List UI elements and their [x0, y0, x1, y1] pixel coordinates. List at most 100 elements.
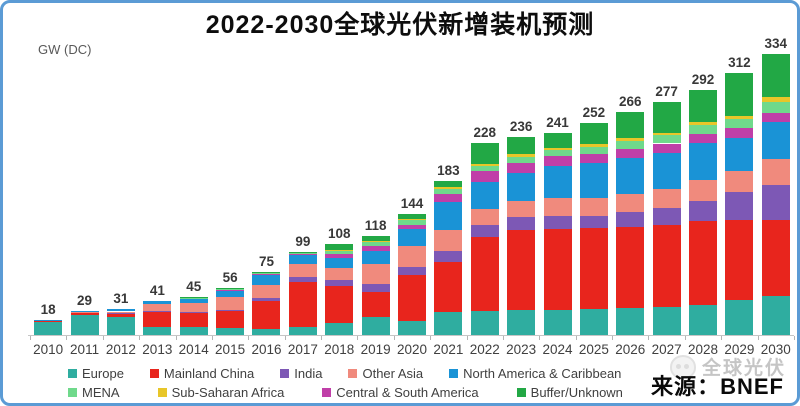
- bar-segment: [288, 326, 317, 335]
- bar-segment: [652, 135, 681, 144]
- year-label: 2016: [251, 342, 282, 357]
- bar-total-label: 18: [40, 301, 56, 317]
- bar-segment: [507, 154, 536, 157]
- bar-segment: [252, 285, 281, 299]
- bar-segment: [470, 310, 499, 335]
- legend-swatch-icon: [68, 388, 77, 397]
- bar-total-label: 312: [728, 54, 751, 70]
- legend-label: India: [294, 366, 323, 381]
- bar-segment: [470, 182, 499, 209]
- bar-segment: [179, 303, 208, 313]
- bar-segment: [434, 188, 463, 194]
- bar-segment: [70, 311, 99, 313]
- bar-total-label: 236: [509, 118, 533, 134]
- bar-total-label: 75: [258, 254, 274, 269]
- bar-segment: [761, 159, 790, 185]
- bar-segment: [543, 215, 572, 230]
- year-label: 2021: [433, 342, 464, 357]
- legend-item: Mainland China: [149, 366, 255, 381]
- legend-label: Sub-Saharan Africa: [171, 385, 285, 400]
- year-label: 2023: [506, 342, 537, 357]
- year-label: 2026: [615, 342, 646, 357]
- bar-segment: [252, 329, 281, 335]
- bar-segment: [761, 113, 790, 122]
- bar-segment: [398, 224, 426, 230]
- bar-segment: [579, 198, 608, 216]
- legend-swatch-icon: [322, 388, 332, 397]
- bar-total-label: 41: [149, 282, 165, 298]
- legend-swatch-icon: [149, 369, 159, 378]
- legend-label: Europe: [82, 366, 124, 381]
- bar-segment: [252, 274, 281, 286]
- bar-segment: [179, 298, 208, 304]
- bar-segment: [725, 219, 754, 300]
- bar-segment: [470, 224, 499, 237]
- bar-segment: [143, 310, 172, 312]
- bar-segment: [689, 142, 718, 180]
- bar-segment: [325, 244, 354, 251]
- bar-segment: [507, 156, 536, 163]
- bar-segment: [579, 162, 608, 199]
- bar-segment: [689, 89, 718, 122]
- source-credit: 来源：BNEF: [651, 369, 784, 401]
- year-label: 2030: [760, 342, 791, 357]
- legend-swatch-icon: [280, 369, 290, 378]
- year-label: 2028: [688, 342, 719, 357]
- bar-segment: [434, 312, 463, 335]
- year-label: 2014: [178, 342, 209, 357]
- watermark-text: 全球光伏: [701, 358, 786, 379]
- year-label: 2018: [324, 342, 355, 357]
- bar-segment: [434, 202, 463, 230]
- bar-segment: [470, 236, 499, 311]
- bar-segment: [252, 298, 281, 301]
- bar-total-label: 99: [295, 233, 311, 249]
- bar-segment: [216, 328, 245, 335]
- legend-swatch-icon: [68, 369, 77, 378]
- bar-segment: [470, 171, 499, 183]
- bar-total-label: 29: [77, 292, 93, 308]
- bar-segment: [216, 287, 245, 289]
- legend-label: Buffer/Unknown: [530, 385, 623, 400]
- bar-segment: [507, 217, 536, 230]
- bar-segment: [543, 166, 572, 199]
- bar-segment: [761, 219, 790, 296]
- bar-segment: [179, 327, 208, 335]
- legend-label: Mainland China: [163, 366, 255, 381]
- bar-segment: [507, 172, 536, 201]
- bar-segment: [398, 219, 426, 220]
- legend-label: Other Asia: [362, 366, 424, 381]
- bar-segment: [761, 102, 790, 114]
- bar-total-label: 31: [113, 290, 129, 306]
- bar-segment: [143, 327, 172, 335]
- bar-segment: [288, 252, 317, 254]
- bar-segment: [689, 220, 718, 305]
- bar-segment: [361, 240, 390, 242]
- bar-segment: [288, 253, 317, 255]
- legend-item: North America & Caribbean: [449, 366, 621, 381]
- bar-segment: [288, 254, 317, 265]
- bar-segment: [216, 311, 245, 329]
- legend-swatch-icon: [516, 388, 526, 397]
- axis-tick: [211, 336, 213, 340]
- bar-segment: [616, 308, 645, 335]
- bar-segment: [507, 162, 536, 173]
- year-label: 2024: [542, 342, 573, 357]
- bar-segment: [288, 264, 317, 278]
- bar-segment: [325, 323, 354, 335]
- bar-segment: [725, 72, 754, 116]
- bar-segment: [179, 313, 208, 328]
- bar-segment: [434, 187, 463, 189]
- bar-segment: [470, 143, 499, 164]
- y-axis-unit-label: GW (DC): [38, 42, 92, 57]
- bar-segment: [34, 321, 63, 323]
- legend-item: Buffer/Unknown: [516, 385, 623, 400]
- legend-label: MENA: [82, 385, 120, 400]
- bar-segment: [106, 313, 135, 317]
- axis-tick: [794, 336, 795, 340]
- bar-segment: [361, 251, 390, 264]
- bar-segment: [689, 134, 718, 143]
- bar-segment: [288, 251, 317, 253]
- bar-segment: [543, 150, 572, 157]
- bar-segment: [652, 208, 681, 225]
- year-label: 2010: [33, 342, 64, 357]
